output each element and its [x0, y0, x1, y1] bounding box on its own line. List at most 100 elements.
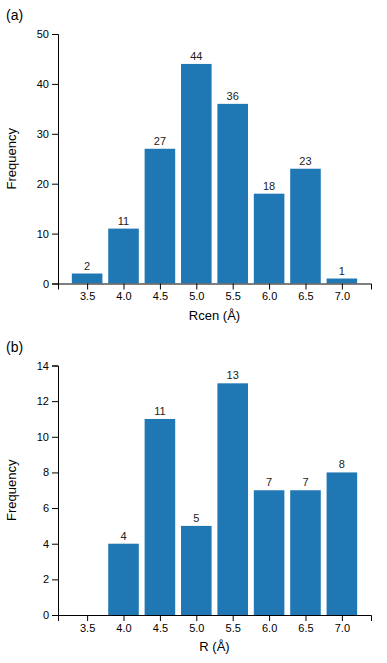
x-tick-label: 5.0 [189, 290, 204, 302]
data-label: 11 [154, 405, 165, 417]
x-tick: 7.0 [335, 284, 350, 303]
y-tick-mark [52, 184, 58, 185]
y-tick-label: 2 [43, 573, 49, 585]
y-axis-line [52, 35, 59, 285]
y-tick-label: 0 [43, 278, 49, 290]
data-label: 13 [227, 369, 239, 381]
y-tick: 14 [37, 360, 58, 372]
x-tick: 5.5 [226, 284, 241, 303]
x-tick: 5.0 [189, 284, 204, 303]
x-tick-mark [269, 615, 270, 621]
x-tick-mark [269, 284, 270, 290]
x-tick-label: 4.5 [153, 290, 168, 302]
x-tick-mark [342, 284, 343, 290]
y-tick-mark [52, 615, 58, 616]
x-tick-label: 7.0 [335, 290, 350, 302]
x-tick-mark [160, 284, 161, 290]
x-tick-mark [87, 284, 88, 290]
y-tick: 10 [37, 431, 58, 443]
y-tick-label: 8 [43, 466, 49, 478]
data-label: 11 [118, 215, 129, 227]
x-axis-title: R (Å) [199, 639, 229, 654]
bar [181, 64, 212, 284]
x-tick: 4.0 [116, 284, 131, 303]
y-tick-mark [52, 234, 58, 235]
data-labels: 411513778 [120, 369, 344, 541]
data-label: 44 [190, 50, 202, 62]
y-tick-mark [52, 508, 58, 509]
data-labels: 21127443618231 [84, 50, 345, 277]
y-tick: 8 [43, 466, 58, 478]
bar [72, 615, 103, 616]
x-tick-mark [196, 284, 197, 290]
y-axis-title: Frequency [4, 128, 19, 190]
bar [145, 149, 176, 284]
y-tick-label: 14 [37, 360, 49, 372]
data-label: 7 [266, 476, 272, 488]
y-tick-label: 6 [43, 502, 49, 514]
x-tick: 5.5 [226, 615, 241, 634]
data-label: 27 [154, 135, 166, 147]
y-tick-mark [52, 84, 58, 85]
x-tick: 3.5 [80, 615, 95, 634]
y-tick-label: 12 [37, 395, 49, 407]
y-tick-label: 0 [43, 609, 49, 621]
y-tick-mark [52, 472, 58, 473]
x-axis-title: Rcen (Å) [189, 308, 240, 323]
bar [290, 490, 321, 615]
x-tick-label: 3.5 [80, 622, 95, 634]
x-tick: 4.0 [116, 615, 131, 634]
figure: 3.54.04.55.05.56.06.57.00102030405021127… [0, 0, 387, 663]
bar [254, 490, 285, 615]
x-tick-mark [342, 615, 343, 621]
bar [72, 274, 103, 284]
x-tick: 3.5 [80, 284, 95, 303]
y-axis: 01020304050 [37, 28, 59, 290]
y-axis-line [52, 366, 59, 616]
data-label: 7 [302, 476, 308, 488]
x-tick-mark [196, 615, 197, 621]
x-tick: 7.0 [335, 615, 350, 634]
data-label: 18 [263, 180, 275, 192]
y-tick: 10 [37, 228, 58, 240]
x-tick-label: 4.0 [116, 622, 131, 634]
bar [254, 194, 285, 284]
y-tick: 40 [37, 78, 58, 90]
y-tick: 0 [43, 609, 58, 621]
panel-title: (b) [6, 339, 23, 355]
data-label: 8 [339, 458, 345, 470]
x-tick: 4.5 [153, 615, 168, 634]
y-tick-mark [52, 401, 58, 402]
bars [108, 383, 357, 615]
y-tick: 4 [43, 538, 58, 550]
y-tick-mark [52, 34, 58, 35]
y-axis-title: Frequency [4, 459, 19, 521]
y-tick-label: 50 [37, 28, 49, 40]
y-tick: 0 [43, 278, 58, 290]
data-label: 36 [227, 90, 239, 102]
panel-title: (a) [6, 7, 23, 23]
x-tick-mark [305, 615, 306, 621]
bar [108, 229, 139, 284]
y-tick-mark [52, 544, 58, 545]
panel: 3.54.04.55.05.56.06.57.00102030405021127… [4, 7, 372, 323]
y-tick: 50 [37, 28, 58, 40]
x-tick-label: 4.5 [153, 622, 168, 634]
x-tick: 6.0 [262, 615, 277, 634]
bars [72, 64, 357, 284]
bar [327, 472, 358, 615]
y-tick-label: 20 [37, 178, 49, 190]
y-tick-mark [52, 284, 58, 285]
y-tick: 2 [43, 573, 58, 585]
y-tick-label: 40 [37, 78, 49, 90]
bar [181, 526, 212, 615]
y-axis: 0 2 4 6 8 10 12 14 [37, 360, 59, 622]
x-tick-label: 6.5 [298, 290, 313, 302]
x-tick-label: 7.0 [335, 622, 350, 634]
x-tick-label: 6.0 [262, 290, 277, 302]
data-label: 4 [120, 530, 126, 542]
x-tick: 6.5 [298, 284, 313, 303]
x-tick: 5.0 [189, 615, 204, 634]
data-label: 2 [84, 260, 90, 272]
bar [145, 419, 176, 615]
